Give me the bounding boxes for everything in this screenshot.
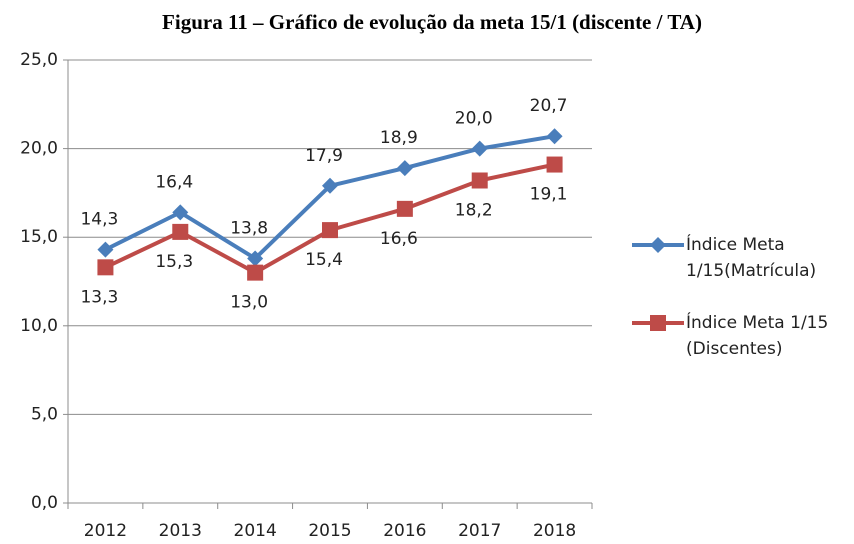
point [172, 204, 189, 221]
x-tick-label: 2013 [159, 521, 202, 541]
legend-swatch [632, 315, 684, 331]
y-tick-label: 0,0 [31, 493, 58, 513]
data-label: 15,3 [155, 252, 193, 272]
y-tick-label: 5,0 [31, 404, 58, 424]
point [471, 140, 488, 157]
point [546, 128, 563, 145]
point [172, 223, 189, 240]
point [247, 264, 264, 281]
y-tick-label: 15,0 [20, 227, 58, 247]
point [396, 160, 413, 177]
legend-marker [650, 315, 666, 331]
chart-title: Figura 11 – Gráfico de evolução da meta … [162, 10, 702, 34]
y-tick-label: 20,0 [20, 139, 58, 159]
point [471, 172, 488, 189]
x-tick-label: 2016 [383, 521, 426, 541]
data-label: 17,9 [305, 146, 343, 166]
point [396, 200, 413, 217]
point [546, 156, 563, 173]
data-label: 18,2 [455, 200, 493, 220]
data-label: 16,6 [380, 229, 418, 249]
point [322, 222, 338, 239]
data-label: 19,1 [530, 185, 568, 205]
data-label: 20,7 [530, 96, 568, 116]
data-label: 13,8 [230, 218, 268, 238]
data-label: 18,9 [380, 128, 418, 148]
y-tick-label: 10,0 [20, 316, 58, 336]
x-tick-label: 2015 [308, 521, 351, 541]
data-label: 20,0 [455, 109, 493, 129]
y-tick-label: 25,0 [20, 50, 58, 70]
legend-item: Índice Meta 1/15 (Discentes) [630, 310, 854, 362]
x-tick-label: 2017 [458, 521, 501, 541]
data-label: 15,4 [305, 250, 343, 270]
point [247, 250, 264, 267]
data-label: 13,3 [80, 287, 118, 307]
legend-label: Índice Meta 1/15(Matrícula) [686, 235, 817, 281]
point [97, 241, 114, 258]
data-label: 16,4 [155, 172, 193, 192]
legend-marker [650, 237, 666, 253]
point [322, 177, 338, 194]
data-label: 13,0 [230, 293, 268, 313]
legend-item: Índice Meta 1/15(Matrícula) [630, 232, 854, 284]
x-tick-label: 2014 [234, 521, 277, 541]
point [97, 259, 114, 276]
legend-label: Índice Meta 1/15 (Discentes) [686, 313, 829, 359]
x-tick-label: 2012 [84, 521, 127, 541]
data-label: 14,3 [80, 210, 118, 230]
legend-swatch [632, 237, 684, 253]
x-tick-label: 2018 [533, 521, 576, 541]
